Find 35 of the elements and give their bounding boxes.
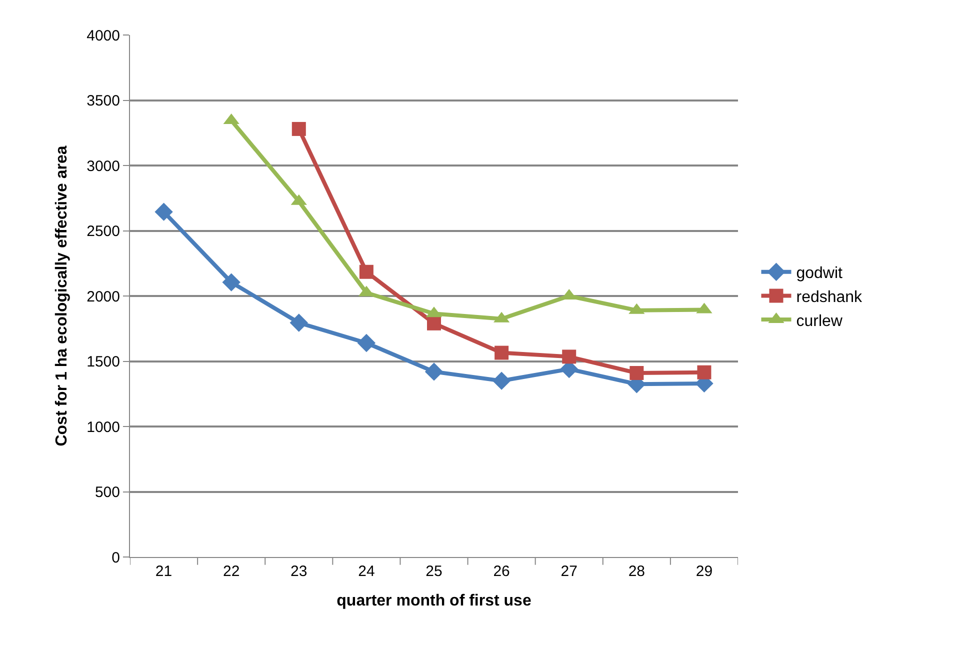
- x-tick-label: 23: [290, 563, 308, 580]
- point: [492, 372, 511, 390]
- point: [222, 273, 240, 292]
- point: [359, 264, 374, 279]
- x-axis-title: quarter month of first use: [336, 592, 532, 610]
- legend-label: godwit: [796, 265, 844, 282]
- x-tick-label: 21: [155, 563, 172, 580]
- point: [494, 346, 509, 360]
- x-tick-label: 27: [560, 563, 578, 580]
- y-tick-label: 2500: [86, 223, 120, 240]
- y-tick-label: 0: [112, 549, 120, 566]
- y-tick-label: 1500: [86, 354, 120, 370]
- y-tick-label: 3500: [86, 92, 120, 110]
- y-tick-label: 2000: [86, 288, 120, 306]
- legend-label: redshank: [796, 288, 864, 306]
- y-tick-label: 500: [94, 484, 120, 501]
- point: [427, 316, 441, 330]
- x-tick-label: 29: [696, 563, 713, 580]
- point: [154, 202, 173, 221]
- x-tick-label: 26: [493, 563, 510, 580]
- point: [697, 365, 712, 380]
- x-tick-label: 22: [222, 563, 240, 580]
- y-tick-label: 1000: [86, 418, 120, 436]
- point: [290, 314, 308, 332]
- x-tick-label: 28: [628, 563, 646, 580]
- y-axis-title: Cost for 1 ha ecologically effective area: [54, 146, 71, 446]
- point: [424, 362, 444, 381]
- point: [562, 350, 576, 364]
- y-tick-label: 4000: [86, 27, 120, 44]
- point: [357, 334, 376, 352]
- legend-label: curlew: [796, 312, 843, 330]
- point: [630, 366, 644, 380]
- x-tick-label: 25: [426, 563, 442, 580]
- x-tick-label: 24: [358, 563, 375, 580]
- y-tick-label: 3000: [86, 158, 120, 175]
